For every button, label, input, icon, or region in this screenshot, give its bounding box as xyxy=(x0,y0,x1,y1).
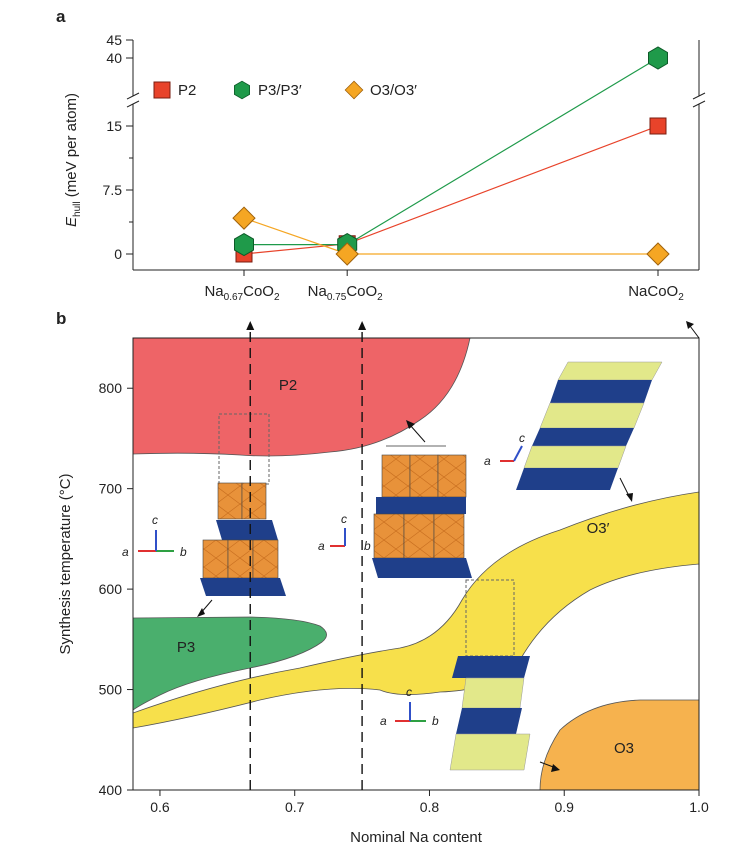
panel-a-category-labels: Na0.67CoO2 Na0.75CoO2 NaCoO2 xyxy=(204,283,684,303)
a-y-tick-label: 15 xyxy=(106,118,122,134)
b-y-tick-label: 400 xyxy=(99,782,123,798)
crystal-structure-o3-top xyxy=(516,361,663,502)
b-y-tick-label: 600 xyxy=(99,581,123,597)
panel-b-regions xyxy=(133,338,699,790)
legend-marker-0 xyxy=(153,81,171,99)
a-point-1-2 xyxy=(648,46,668,70)
b-y-tick-label: 700 xyxy=(99,481,123,497)
panel-a-markers xyxy=(232,46,670,266)
panel-b-letter: b xyxy=(56,309,66,328)
b-dashed-line-arrow-1 xyxy=(358,321,367,330)
b-naco-arrow-line xyxy=(689,325,700,339)
axis-triad-3: a c xyxy=(484,431,525,468)
legend-marker-1 xyxy=(233,80,250,100)
region-o3prime xyxy=(133,491,699,729)
a-point-1-0 xyxy=(234,233,254,257)
region-o3 xyxy=(539,699,699,790)
axis-triad-1: a b c xyxy=(122,513,187,559)
triad-4-c: c xyxy=(406,685,412,699)
crystal-structure-mixed-stack xyxy=(372,420,472,578)
b-naco-arrow-head xyxy=(686,321,694,329)
region-p3 xyxy=(133,616,327,711)
b-dashed-line-arrow-0 xyxy=(246,321,255,330)
b-y-tick-label: 800 xyxy=(99,380,123,396)
legend-label-1: P3/P3′ xyxy=(258,82,302,99)
a-axis-break xyxy=(692,92,706,100)
crystal-structure-o3prime-bottom xyxy=(449,579,560,772)
b-y-axis-title: Synthesis temperature (°C) xyxy=(57,473,74,654)
a-line-2 xyxy=(243,217,658,255)
label-o3: O3 xyxy=(614,740,634,757)
a-line-1 xyxy=(244,57,659,246)
crystal-structure-p2-stack xyxy=(197,413,286,617)
a-axis-break xyxy=(126,100,140,108)
a-category-label-naco: NaCoO2 xyxy=(628,283,684,303)
triad-1-c: c xyxy=(152,513,158,527)
a-category-label-na067: Na0.67CoO2 xyxy=(204,283,280,303)
b-x-tick-label: 0.6 xyxy=(150,799,170,815)
a-y-tick-label: 0 xyxy=(114,246,122,262)
triad-1-a: a xyxy=(122,545,129,559)
triad-1-b: b xyxy=(180,545,187,559)
panel-a-axes: 0 7.5 15 40 45 Ehull (meV per atom) xyxy=(63,32,706,276)
region-p2 xyxy=(133,338,471,457)
panel-a-series-lines xyxy=(243,57,659,255)
label-p3: P3 xyxy=(177,639,195,656)
triad-3-a: a xyxy=(484,454,491,468)
legend-marker-2 xyxy=(344,80,364,100)
b-x-tick-label: 0.7 xyxy=(285,799,305,815)
panel-b-axes: 0.6 0.7 0.8 0.9 1.0 400 500 600 700 800 Nominal Na… xyxy=(57,337,709,846)
b-plot-frame xyxy=(132,337,700,791)
a-axis-break xyxy=(692,100,706,108)
axis-triad-2: a b c xyxy=(318,512,371,553)
legend-label-0: P2 xyxy=(178,82,196,99)
panel-a-letter: a xyxy=(56,7,66,26)
a-y-tick-label: 45 xyxy=(106,32,122,48)
a-line-0 xyxy=(243,125,659,255)
triad-4-b: b xyxy=(432,714,439,728)
legend-label-2: O3/O3′ xyxy=(370,82,417,99)
triad-3-c: c xyxy=(519,431,525,445)
b-x-tick-label: 1.0 xyxy=(689,799,709,815)
panel-a-legend: P2 P3/P3′ O3/O3′ xyxy=(153,80,417,100)
b-x-tick-label: 0.8 xyxy=(420,799,440,815)
b-x-tick-label: 0.9 xyxy=(555,799,575,815)
a-y-tick-label: 7.5 xyxy=(103,182,123,198)
a-category-label-na075: Na0.75CoO2 xyxy=(308,283,384,303)
a-axis-break xyxy=(126,92,140,100)
triad-2-c: c xyxy=(341,512,347,526)
b-x-axis-title: Nominal Na content xyxy=(350,829,483,846)
label-p2: P2 xyxy=(279,377,297,394)
a-point-2-1 xyxy=(335,242,359,266)
panel-b-dashed-composition-lines xyxy=(246,321,700,790)
a-point-2-2 xyxy=(646,242,670,266)
triad-2-b: b xyxy=(364,539,371,553)
a-y-tick-label: 40 xyxy=(106,50,122,66)
a-point-2-0 xyxy=(232,206,256,230)
triad-4-a: a xyxy=(380,714,387,728)
triad-2-a: a xyxy=(318,539,325,553)
axis-triad-4: a b c xyxy=(380,685,439,728)
b-y-tick-label: 500 xyxy=(99,682,123,698)
label-o3prime: O3′ xyxy=(587,520,610,537)
a-y-axis-title: Ehull (meV per atom) xyxy=(63,93,83,227)
a-point-0-2 xyxy=(649,117,667,135)
